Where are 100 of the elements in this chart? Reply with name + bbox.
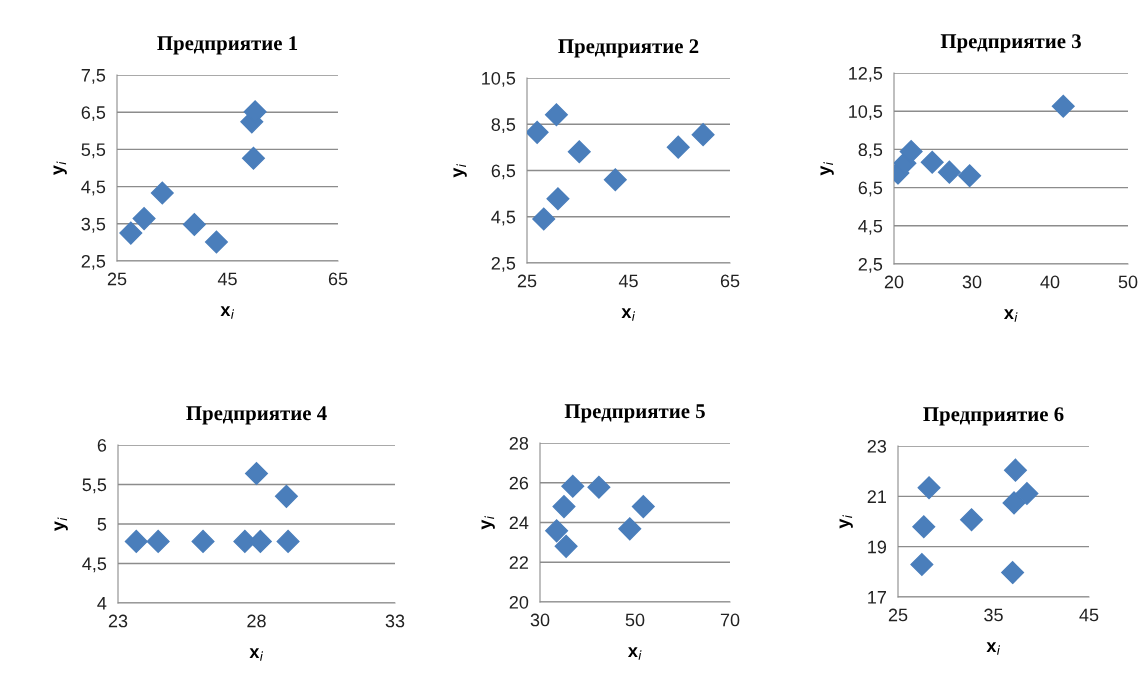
x-tick-label: 33 [385, 614, 405, 628]
y-axis-title: y$_{i}$ [820, 161, 834, 176]
point [618, 517, 642, 541]
y-tick-label: 4,5 [82, 557, 107, 573]
point [132, 207, 156, 231]
y-tick-label: 3,5 [81, 217, 106, 233]
y-axis-title: y$_{i}$ [53, 161, 67, 175]
point [1001, 561, 1025, 585]
point [937, 160, 961, 184]
point [691, 123, 715, 147]
chart-title: Предприятие 3 [940, 34, 1081, 53]
x-tick-label: 45 [1079, 608, 1099, 622]
point [124, 529, 148, 553]
x-tick-label: 45 [217, 272, 237, 286]
y-tick-label: 8,5 [858, 143, 883, 159]
y-tick-label: 19 [868, 540, 887, 554]
y-tick-label: 12,5 [849, 66, 883, 82]
x-tick-label: 65 [328, 272, 348, 286]
x-tick-label: 70 [720, 613, 740, 627]
point [146, 529, 170, 553]
chart-title: Предприятие 1 [157, 36, 298, 55]
y-axis-title: y$_{i}$ [453, 163, 467, 178]
y-tick-label: 28 [509, 436, 529, 450]
point [276, 529, 300, 553]
point [245, 461, 268, 485]
point [532, 207, 556, 231]
y-tick-label: 5 [97, 518, 107, 531]
x-axis-title: x$_{i}$ [1003, 309, 1018, 322]
y-axis-title: y$_{i}$ [54, 517, 68, 531]
y-tick-label: 17 [868, 591, 886, 604]
point [603, 168, 627, 192]
y-tick-label: 20 [509, 595, 529, 609]
x-axis-title: x$_{i}$ [627, 647, 642, 660]
point [899, 140, 923, 163]
y-tick-label: 2,5 [491, 256, 516, 272]
x-tick-label: 50 [1118, 275, 1138, 289]
point [567, 140, 591, 164]
y-tick-label: 10,5 [482, 71, 516, 87]
x-axis-title: x$_{i}$ [249, 648, 264, 661]
point [912, 515, 936, 539]
y-axis-title: y$_{i}$ [839, 514, 853, 529]
point [960, 508, 984, 532]
point [274, 484, 298, 508]
y-tick-label: 26 [509, 476, 529, 490]
x-tick-label: 25 [107, 272, 127, 286]
x-tick-label: 65 [720, 274, 740, 288]
y-tick-label: 23 [867, 439, 887, 453]
x-tick-label: 35 [984, 608, 1003, 622]
y-tick-label: 5,5 [82, 478, 107, 494]
chart-title: Предприятие 6 [923, 407, 1064, 426]
y-tick-label: 4,5 [491, 210, 516, 226]
point [958, 164, 982, 188]
y-tick-label: 4,5 [81, 180, 106, 196]
point [191, 529, 215, 553]
y-tick-label: 5,5 [81, 143, 106, 159]
point [910, 553, 934, 577]
y-tick-label: 10,5 [849, 105, 883, 121]
y-tick-label: 24 [509, 516, 529, 530]
y-tick-label: 6,5 [858, 181, 883, 197]
y-tick-label: 6,5 [491, 164, 516, 180]
point [920, 150, 944, 174]
y-tick-label: 22 [509, 556, 528, 569]
y-tick-label: 6 [97, 438, 107, 452]
y-tick-label: 21 [867, 490, 887, 503]
x-axis-title: x$_{i}$ [220, 306, 235, 319]
x-tick-label: 28 [247, 614, 266, 628]
point [666, 135, 690, 159]
point [545, 519, 569, 543]
x-tick-label: 20 [884, 275, 904, 289]
point [561, 474, 585, 498]
chart-title: Предприятие 4 [186, 406, 327, 425]
y-tick-label: 8,5 [491, 118, 516, 134]
point [150, 181, 174, 205]
point [182, 213, 206, 237]
y-tick-label: 2,5 [858, 257, 883, 273]
point [554, 534, 578, 558]
point [552, 495, 576, 519]
x-tick-label: 23 [108, 614, 128, 628]
y-tick-label: 4 [97, 597, 107, 610]
chart-title: Предприятие 5 [564, 404, 705, 423]
point [241, 146, 265, 170]
x-tick-label: 25 [517, 274, 537, 288]
y-axis-title: y$_{i}$ [481, 515, 495, 530]
y-tick-label: 6,5 [81, 106, 106, 122]
point [917, 476, 941, 500]
x-tick-label: 45 [618, 274, 638, 288]
point [1051, 94, 1075, 118]
point [1003, 458, 1027, 482]
point [1002, 491, 1026, 515]
point [544, 103, 568, 127]
chart-title: Предприятие 2 [558, 39, 699, 58]
x-axis-title: x$_{i}$ [621, 308, 636, 321]
x-tick-label: 30 [530, 613, 550, 627]
x-axis-title: x$_{i}$ [986, 642, 1001, 655]
y-tick-label: 7,5 [81, 69, 106, 84]
x-tick-label: 30 [962, 275, 982, 289]
x-tick-label: 50 [625, 613, 645, 627]
y-tick-label: 4,5 [858, 219, 883, 235]
point [119, 221, 143, 245]
y-tick-label: 2,5 [81, 254, 106, 270]
